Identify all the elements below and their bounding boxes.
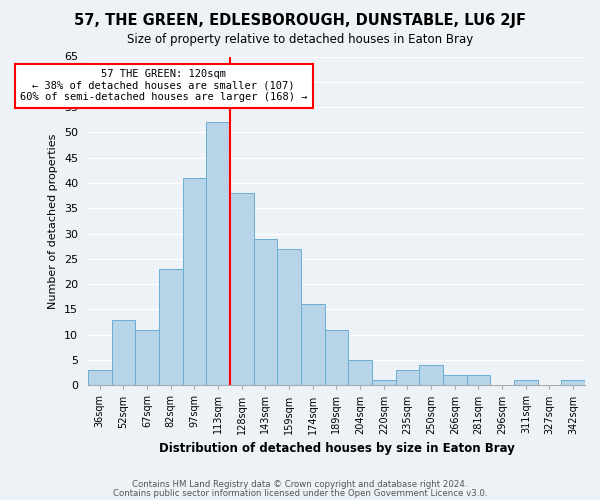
- Text: 57, THE GREEN, EDLESBOROUGH, DUNSTABLE, LU6 2JF: 57, THE GREEN, EDLESBOROUGH, DUNSTABLE, …: [74, 12, 526, 28]
- Bar: [301, 304, 325, 386]
- Bar: [514, 380, 538, 386]
- Bar: [254, 238, 277, 386]
- Text: Contains HM Land Registry data © Crown copyright and database right 2024.: Contains HM Land Registry data © Crown c…: [132, 480, 468, 489]
- Bar: [230, 193, 254, 386]
- Text: 57 THE GREEN: 120sqm
← 38% of detached houses are smaller (107)
60% of semi-deta: 57 THE GREEN: 120sqm ← 38% of detached h…: [20, 69, 307, 102]
- Bar: [419, 365, 443, 386]
- Bar: [182, 178, 206, 386]
- Bar: [372, 380, 395, 386]
- Bar: [112, 320, 135, 386]
- X-axis label: Distribution of detached houses by size in Eaton Bray: Distribution of detached houses by size …: [158, 442, 514, 455]
- Bar: [467, 375, 490, 386]
- Bar: [395, 370, 419, 386]
- Bar: [206, 122, 230, 386]
- Bar: [348, 360, 372, 386]
- Bar: [159, 269, 182, 386]
- Bar: [562, 380, 585, 386]
- Bar: [325, 330, 348, 386]
- Bar: [135, 330, 159, 386]
- Bar: [443, 375, 467, 386]
- Text: Contains public sector information licensed under the Open Government Licence v3: Contains public sector information licen…: [113, 488, 487, 498]
- Bar: [88, 370, 112, 386]
- Y-axis label: Number of detached properties: Number of detached properties: [49, 133, 58, 308]
- Text: Size of property relative to detached houses in Eaton Bray: Size of property relative to detached ho…: [127, 32, 473, 46]
- Bar: [277, 248, 301, 386]
